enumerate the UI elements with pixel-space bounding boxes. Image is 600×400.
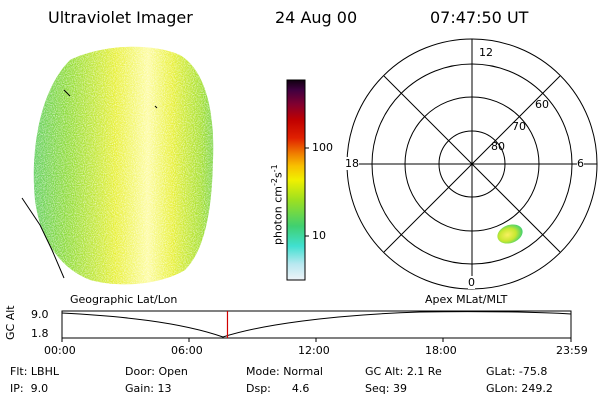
info-filter: Flt: LBHL	[10, 365, 59, 378]
xtick-0600: 06:00	[171, 344, 203, 357]
date-label: 24 Aug 00	[275, 8, 358, 27]
info-mode: Mode: Normal	[246, 365, 323, 378]
apex-label: Apex MLat/MLT	[425, 293, 508, 306]
geographic-label: Geographic Lat/Lon	[70, 293, 178, 306]
mlt-label-0: 0	[468, 276, 475, 289]
info-dsp: Dsp: 4.6	[246, 382, 310, 395]
mlat-label-80: 80	[491, 140, 505, 153]
info-glat: GLat: -75.8	[486, 365, 548, 378]
xtick-2359: 23:59	[556, 344, 588, 357]
info-gc-alt: GC Alt: 2.1 Re	[365, 365, 442, 378]
mlat-label-60: 60	[535, 98, 549, 111]
xtick-1800: 18:00	[425, 344, 457, 357]
xtick-0000: 00:00	[44, 344, 76, 357]
instrument-title: Ultraviolet Imager	[48, 8, 193, 27]
info-gain: Gain: 13	[125, 382, 172, 395]
xtick-1200: 12:00	[298, 344, 330, 357]
mlat-label-70: 70	[512, 120, 526, 133]
info-seq: Seq: 39	[365, 382, 407, 395]
altitude-ytick-min: 1.8	[31, 327, 49, 340]
info-ip: IP: 9.0	[10, 382, 49, 395]
time-label: 07:47:50 UT	[430, 8, 529, 27]
altitude-ytick-max: 9.0	[31, 308, 49, 321]
info-glon: GLon: 249.2	[486, 382, 553, 395]
info-door: Door: Open	[125, 365, 188, 378]
auroral-spot	[497, 224, 523, 244]
altitude-ylabel: GC Alt	[4, 305, 17, 340]
colorbar-tick-100: 100	[312, 141, 333, 154]
mlt-label-12: 12	[479, 46, 493, 59]
mlt-label-18: 18	[345, 157, 359, 170]
colorbar-tick-10: 10	[312, 229, 326, 242]
mlt-label-6: 6	[577, 157, 584, 170]
